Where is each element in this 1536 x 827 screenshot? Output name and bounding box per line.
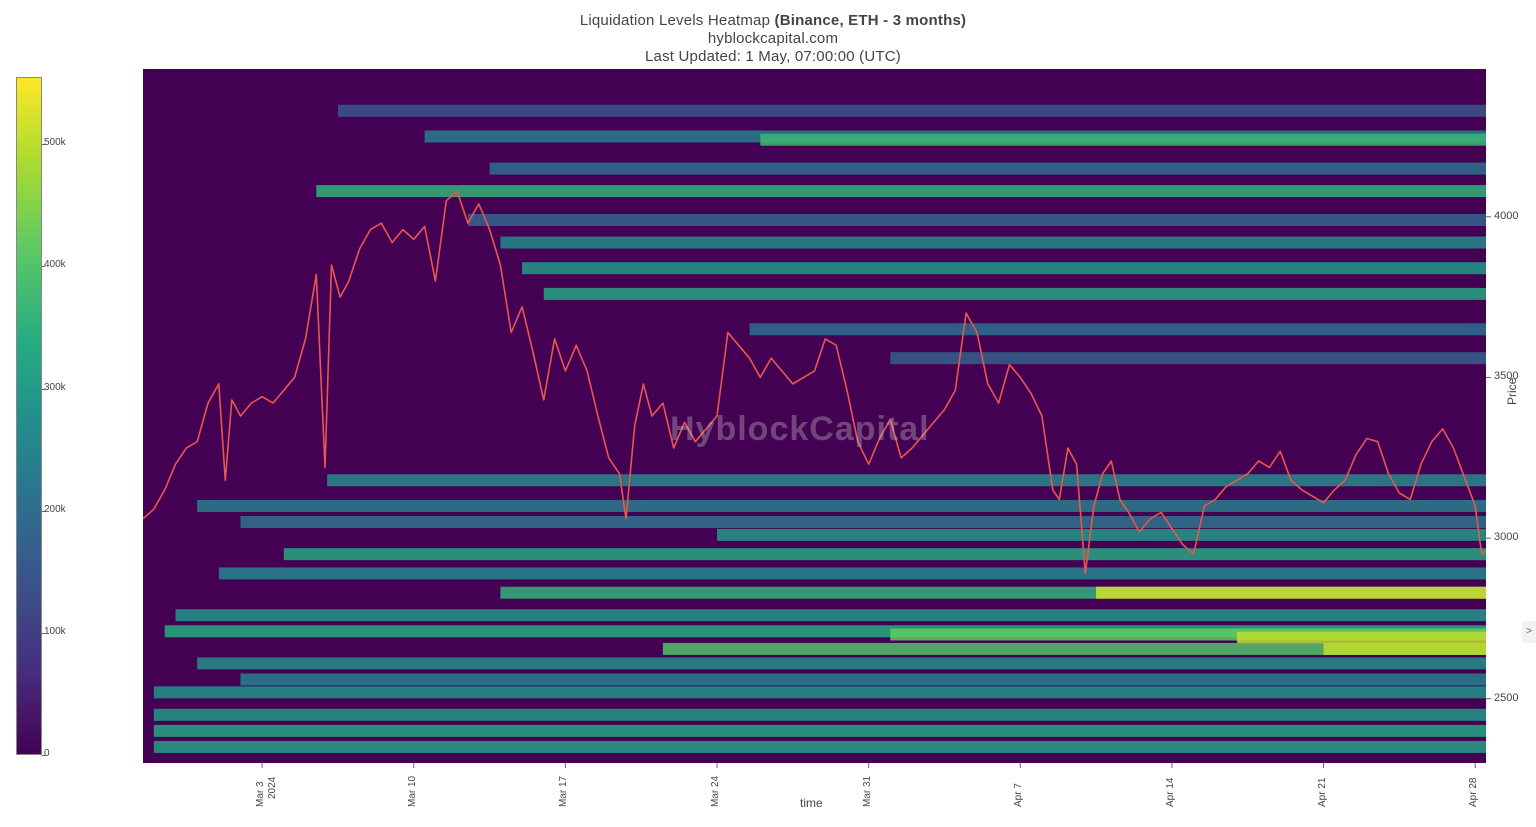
colorbar-tick-label: 100k — [44, 625, 66, 637]
liquidation-band — [1096, 586, 1486, 599]
colorbar-tick-mark — [42, 144, 45, 146]
chart-title-bold: (Binance, ETH - 3 months) — [774, 12, 967, 29]
liquidation-band — [153, 686, 1486, 699]
y-tick-label: 2500 — [1494, 691, 1519, 704]
liquidation-band — [522, 262, 1486, 275]
liquidation-band — [500, 236, 1486, 249]
liquidation-band — [283, 548, 1486, 561]
liquidation-band — [240, 673, 1486, 686]
x-tick-label: Mar 17 — [558, 775, 570, 807]
liquidation-band — [153, 708, 1486, 721]
x-tick-sublabel: 2024 — [267, 776, 279, 799]
price-line — [143, 190, 1486, 575]
liquidation-band — [890, 352, 1486, 365]
liquidation-band — [760, 133, 1486, 146]
colorbar-tick-label: 400k — [44, 259, 66, 271]
liquidation-band — [316, 185, 1486, 198]
liquidation-band — [489, 162, 1486, 175]
colorbar-tick-mark — [42, 388, 45, 390]
x-axis-label: time — [800, 796, 823, 810]
y-tick-label: 4000 — [1494, 209, 1519, 222]
x-tick-label: Apr 28 — [1468, 777, 1480, 807]
liquidation-band — [153, 724, 1486, 737]
x-tick-label: Apr 21 — [1316, 777, 1328, 807]
colorbar-tick-label: 0 — [44, 748, 50, 759]
chart-title-prefix: Liquidation Levels Heatmap — [579, 12, 775, 29]
y-tick-label: 3500 — [1494, 370, 1519, 383]
liquidation-band — [197, 499, 1486, 512]
side-panel-toggle[interactable]: > — [1522, 621, 1536, 643]
liquidation-band — [240, 516, 1486, 529]
x-tick-label: Mar 24 — [710, 775, 722, 807]
liquidation-band — [327, 474, 1486, 487]
liquidation-band — [1323, 642, 1486, 655]
chart-subtitle-site: hyblockcapital.com — [707, 30, 839, 47]
colorbar-tick-label: 300k — [44, 381, 66, 393]
liquidation-band — [717, 528, 1486, 541]
liquidation-band — [543, 287, 1486, 300]
colorbar-tick-label: 200k — [44, 503, 66, 515]
colorbar-tick-mark — [42, 510, 45, 512]
liquidation-band — [197, 657, 1486, 670]
liquidation-band — [218, 567, 1486, 580]
colorbar — [16, 77, 42, 755]
x-tick-label: Apr 14 — [1164, 777, 1176, 807]
colorbar-tick-label: 500k — [44, 137, 66, 149]
x-tick-label: Mar 3 — [255, 781, 267, 807]
chart-title-block: Liquidation Levels Heatmap (Binance, ETH… — [0, 12, 1536, 66]
liquidation-band — [467, 214, 1486, 227]
watermark: HyblockCapital — [670, 410, 930, 448]
liquidation-band — [662, 642, 1486, 655]
liquidation-band — [749, 323, 1486, 336]
liquidation-band — [175, 609, 1486, 622]
chart-subtitle-updated: Last Updated: 1 May, 07:00:00 (UTC) — [644, 48, 901, 65]
x-tick-label: Apr 7 — [1013, 783, 1025, 807]
chart-title: Liquidation Levels Heatmap (Binance, ETH… — [0, 12, 1536, 30]
y-axis-label: Price — [1505, 377, 1519, 405]
x-tick-label: Mar 31 — [861, 775, 873, 807]
colorbar-tick-mark — [42, 632, 45, 634]
liquidation-band — [153, 740, 1486, 753]
x-tick-label: Mar 10 — [406, 775, 418, 807]
y-tick-label: 3000 — [1494, 531, 1519, 544]
liquidation-band — [1236, 631, 1486, 644]
colorbar-tick-mark — [42, 755, 45, 756]
colorbar-tick-mark — [42, 266, 45, 268]
liquidation-band — [337, 104, 1486, 117]
